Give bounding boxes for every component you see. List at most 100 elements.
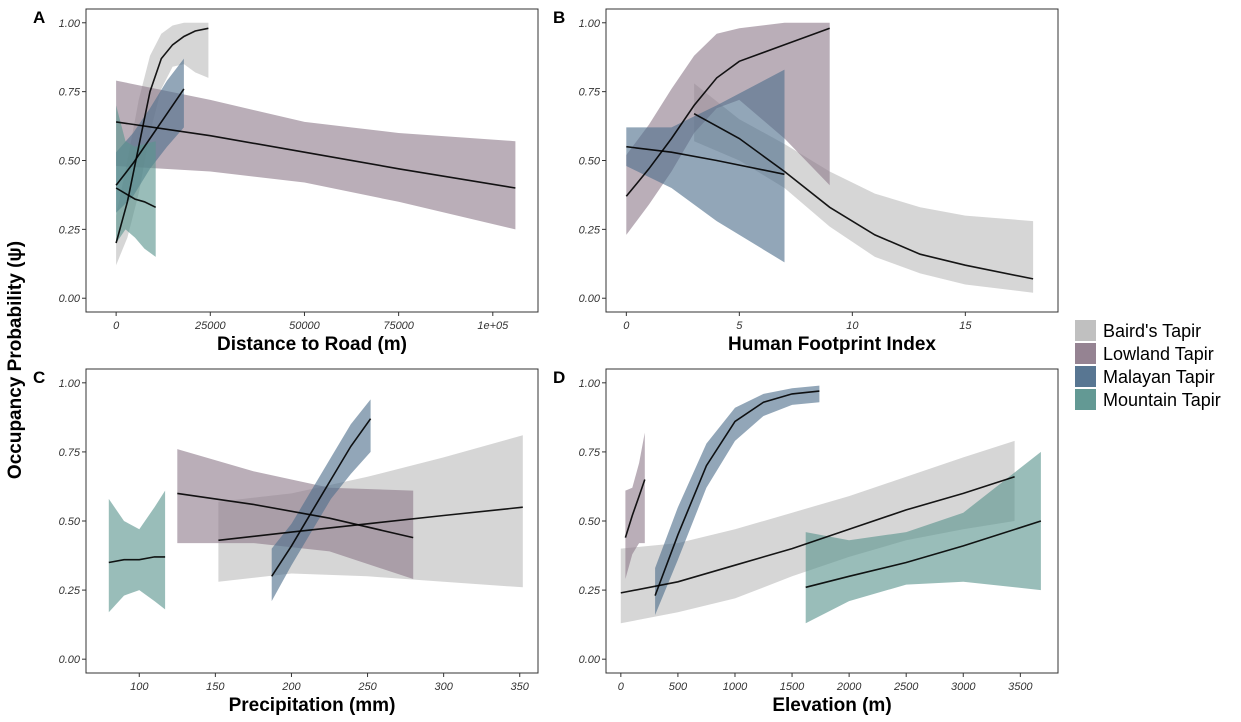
line-baird-s-tapir [693, 112, 1034, 280]
x-tick-label: 350 [511, 681, 530, 693]
legend-item-lowland-tapir: Lowland Tapir [1075, 343, 1214, 364]
x-tick-label: 15 [959, 320, 972, 332]
panel-d: D 0.00 0.25 0.50 0.75 1.00 0 500 1000 1500 2000 250… [553, 368, 1059, 716]
legend-label: Baird's Tapir [1103, 321, 1201, 341]
panel-a: A 0.00 0.25 0.50 0.75 1.00 0 25000 50000 75000 1e+… [33, 8, 539, 355]
y-tick-label: 0.25 [59, 585, 81, 597]
x-tick-label: 0 [113, 320, 120, 332]
x-tick-label: 3500 [1008, 681, 1033, 693]
panel-c: C 0.00 0.25 0.50 0.75 1.00 100 150 200 250 300 350 P… [33, 368, 539, 716]
x-tick-label: 5 [736, 320, 743, 332]
fit-lines [115, 27, 516, 244]
ribbon-baird-s-tapir [694, 83, 1034, 293]
x-tick-label: 2000 [836, 681, 862, 693]
ribbon-mountain-tapir [108, 490, 166, 613]
ribbon-lowland-tapir [177, 449, 414, 579]
x-tick-label: 100 [130, 681, 149, 693]
y-tick-label: 0.00 [59, 293, 81, 305]
y-axis-title: Occupancy Probability (ψ) [5, 241, 26, 479]
x-tick-label: 0 [618, 681, 625, 693]
legend: Baird's Tapir Lowland Tapir Malayan Tapir M… [1075, 320, 1221, 410]
y-tick-label: 0.75 [579, 447, 601, 459]
legend-swatch [1075, 389, 1096, 410]
x-tick-label: 500 [669, 681, 688, 693]
x-tick-label: 50000 [289, 320, 320, 332]
line-baird-s-tapir [620, 476, 1015, 594]
y-tick-label: 0.75 [59, 87, 81, 99]
y-tick-label: 0.25 [579, 224, 601, 236]
fit-lines [620, 390, 1042, 596]
y-tick-label: 0.50 [59, 156, 81, 168]
x-tick-label: 0 [623, 320, 630, 332]
x-axis-title: Elevation (m) [772, 695, 891, 716]
x-tick-label: 2500 [893, 681, 919, 693]
y-tick-label: 0.00 [579, 654, 601, 666]
y-tick-label: 0.50 [579, 156, 601, 168]
x-tick-label: 10 [846, 320, 859, 332]
y-tick-label: 0.25 [59, 224, 81, 236]
ribbon-mountain-tapir [805, 451, 1041, 624]
legend-label: Mountain Tapir [1103, 390, 1221, 410]
line-mountain-tapir [805, 520, 1042, 589]
line-malayan-tapir [271, 418, 372, 577]
ribbon-malayan-tapir [271, 399, 371, 602]
panel-tag-b: B [553, 8, 565, 27]
legend-label: Malayan Tapir [1103, 367, 1215, 387]
line-lowland-tapir [115, 121, 516, 189]
ribbons [108, 399, 523, 613]
legend-item-malayan-tapir: Malayan Tapir [1075, 366, 1215, 387]
x-axis-title: Precipitation (mm) [229, 695, 396, 716]
y-tick-label: 0.00 [59, 654, 81, 666]
ribbon-lowland-tapir [116, 80, 516, 230]
line-lowland-tapir [624, 479, 646, 538]
fit-lines [625, 27, 1034, 280]
x-tick-label: 150 [206, 681, 225, 693]
x-tick-label: 75000 [383, 320, 414, 332]
legend-swatch [1075, 366, 1096, 387]
line-lowland-tapir [625, 27, 830, 197]
line-malayan-tapir [626, 145, 785, 176]
line-baird-s-tapir [115, 27, 209, 244]
line-malayan-tapir [654, 390, 820, 596]
y-tick-label: 1.00 [579, 378, 601, 390]
panel-b: B 0.00 0.25 0.50 0.75 1.00 0 5 10 15 Human Footpri… [553, 8, 1059, 355]
legend-swatch [1075, 320, 1096, 341]
y-tick-label: 1.00 [59, 18, 81, 30]
y-tick-label: 0.00 [579, 293, 601, 305]
x-tick-label: 25000 [194, 320, 226, 332]
x-axis-title: Human Footprint Index [728, 334, 936, 355]
line-mountain-tapir [108, 556, 166, 564]
legend-swatch [1075, 343, 1096, 364]
legend-label: Lowland Tapir [1103, 344, 1214, 364]
ribbons [620, 385, 1041, 624]
legend-item-baird-s-tapir: Baird's Tapir [1075, 320, 1201, 341]
y-tick-label: 0.75 [59, 447, 81, 459]
line-baird-s-tapir [218, 506, 523, 542]
line-malayan-tapir [115, 88, 185, 186]
x-tick-label: 3000 [951, 681, 976, 693]
x-tick-label: 1e+05 [477, 320, 509, 332]
y-tick-label: 1.00 [59, 378, 81, 390]
x-axis-title: Distance to Road (m) [217, 334, 407, 355]
fit-lines [108, 418, 523, 577]
y-tick-label: 0.25 [579, 585, 601, 597]
ribbon-malayan-tapir [626, 69, 785, 263]
y-tick-label: 0.50 [579, 516, 601, 528]
x-tick-label: 300 [434, 681, 453, 693]
ribbons [626, 22, 1034, 293]
ribbon-baird-s-tapir [620, 440, 1015, 624]
panels-group: A0.000.250.500.751.000 25000 50000 75000 1e+… [33, 8, 1059, 716]
panel-tag-d: D [553, 368, 565, 387]
ribbon-malayan-tapir [655, 385, 820, 615]
panel-tag-a: A [33, 8, 45, 27]
legend-item-mountain-tapir: Mountain Tapir [1075, 389, 1221, 410]
x-tick-label: 250 [357, 681, 377, 693]
x-tick-label: 200 [281, 681, 301, 693]
ribbon-mountain-tapir [116, 105, 156, 257]
line-lowland-tapir [177, 492, 414, 539]
panel-tag-c: C [33, 368, 45, 387]
x-tick-label: 1000 [723, 681, 748, 693]
y-tick-label: 0.75 [579, 87, 601, 99]
x-tick-label: 1500 [780, 681, 805, 693]
